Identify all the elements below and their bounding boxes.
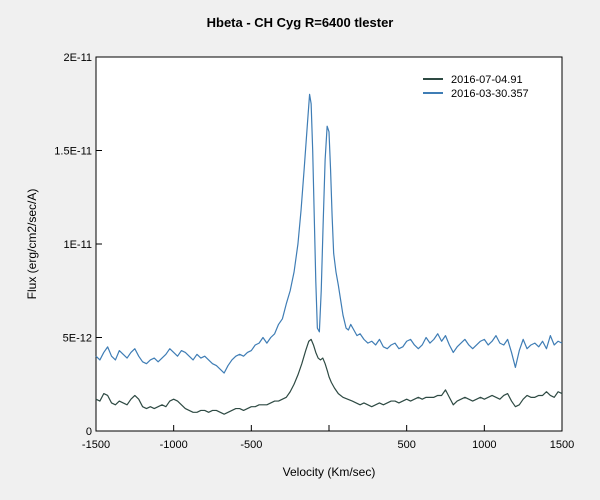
x-tick-label: 1000 — [472, 439, 496, 451]
legend-label-2: 2016-03-30.357 — [451, 88, 529, 100]
y-axis-label: Flux (erg/cm2/sec/A) — [25, 189, 39, 300]
y-axis: 0 5E-12 1E-11 1.5E-11 2E-11 — [54, 52, 102, 438]
x-axis-label: Velocity (Km/sec) — [283, 465, 376, 479]
series-layer — [95, 93, 563, 415]
series-line-2 — [95, 93, 563, 374]
y-tick-label: 1.5E-11 — [54, 146, 92, 158]
series-line-1 — [95, 338, 563, 415]
x-tick-label: -1500 — [82, 439, 110, 451]
chart-title: Hbeta - CH Cyg R=6400 tlester — [207, 15, 394, 30]
y-tick-label: 2E-11 — [63, 52, 92, 64]
x-tick-label: 1500 — [550, 439, 574, 451]
y-tick-label: 1E-11 — [63, 239, 92, 251]
x-tick-label: -500 — [240, 439, 262, 451]
x-tick-label: 500 — [397, 439, 415, 451]
legend-label-1: 2016-07-04.91 — [451, 74, 523, 86]
legend: 2016-07-04.91 2016-03-30.357 — [423, 74, 529, 100]
plot-area — [95, 56, 563, 432]
y-tick-label: 5E-12 — [63, 333, 92, 345]
y-tick-label: 0 — [86, 426, 92, 438]
x-axis: -1500 -1000 -500 500 1000 1500 — [82, 425, 574, 451]
x-tick-label: -1000 — [160, 439, 188, 451]
